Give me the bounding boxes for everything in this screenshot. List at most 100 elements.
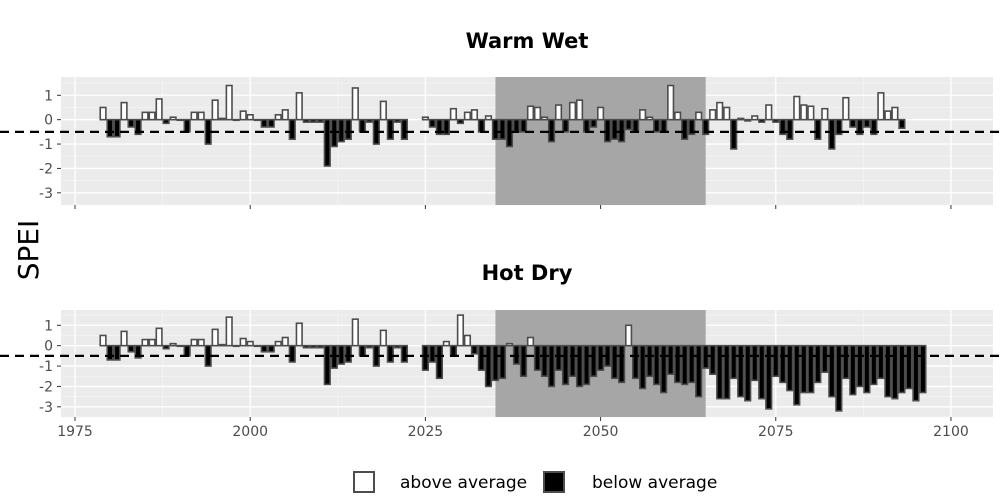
bar-above — [141, 338, 149, 347]
bar-above — [99, 334, 107, 347]
bar-below — [421, 344, 429, 371]
bar-below — [730, 118, 738, 150]
bar-below — [127, 118, 135, 128]
bar-below — [358, 118, 366, 133]
bar-above — [211, 328, 219, 347]
bar-above — [141, 111, 149, 121]
bar-below — [337, 118, 345, 143]
bar-below — [477, 118, 486, 133]
bar-above — [505, 342, 514, 347]
bar-below — [519, 118, 528, 133]
bar-below — [688, 118, 696, 136]
bar-above — [533, 106, 542, 121]
bar-above — [709, 109, 717, 121]
bar-below — [449, 344, 458, 357]
bar-below — [547, 344, 556, 388]
bar-below — [134, 344, 142, 359]
bar-below — [814, 118, 822, 140]
bar-above — [695, 111, 703, 121]
bar-below — [561, 344, 570, 386]
bar-above — [253, 344, 261, 348]
panel-title: Warm Wet — [466, 29, 589, 53]
bar-above — [197, 111, 205, 121]
bar-below — [316, 118, 324, 123]
bar-below — [512, 118, 521, 133]
bar-above — [295, 92, 303, 121]
bar-above — [568, 101, 577, 121]
bar-above — [281, 336, 289, 347]
y-tick-label: -2 — [39, 161, 53, 177]
bar-above — [484, 115, 493, 121]
bar-above — [176, 344, 184, 348]
bar-below — [849, 118, 857, 128]
bar-above — [169, 342, 177, 347]
bar-above — [225, 316, 233, 347]
bar-above — [842, 96, 850, 121]
bar-below — [589, 344, 598, 378]
panel-1: Warm Wet 1 0 -1 -2 -3 — [0, 29, 1000, 209]
bar-above — [891, 106, 899, 121]
bar-below — [660, 118, 668, 133]
bar-below — [470, 344, 479, 355]
bar-below — [688, 344, 696, 384]
bar-below — [316, 344, 324, 349]
bar-below — [765, 344, 773, 410]
bar-above — [351, 318, 359, 347]
bar-above — [554, 104, 563, 121]
bar-above — [246, 340, 254, 347]
bar-below — [344, 344, 352, 363]
bar-below — [856, 344, 864, 388]
bar-below — [365, 344, 373, 349]
bar-above — [456, 314, 465, 347]
bar-below — [540, 344, 549, 378]
bar-below — [344, 118, 352, 140]
bar-below — [358, 344, 366, 357]
bar-below — [134, 118, 142, 136]
bar-below — [582, 344, 591, 386]
bar-above — [526, 105, 535, 121]
bar-below — [856, 118, 864, 136]
bar-below — [898, 118, 906, 129]
bar-above — [800, 104, 808, 121]
bar-below — [793, 344, 801, 406]
bar-below — [821, 344, 829, 373]
bar-below — [561, 118, 570, 133]
bar-below — [162, 118, 170, 125]
bar-above — [807, 105, 815, 121]
bar-below — [849, 344, 857, 396]
bar-above — [421, 116, 429, 121]
bar-below — [772, 118, 780, 123]
bar-below — [695, 344, 703, 398]
bar-above — [190, 338, 198, 347]
bar-below — [870, 118, 878, 136]
bar-below — [309, 344, 317, 349]
bar-below — [653, 344, 661, 386]
bar-below — [653, 118, 661, 133]
bar-below — [603, 118, 612, 143]
bar-below — [393, 118, 401, 123]
bar-below — [828, 118, 836, 150]
bar-below — [491, 118, 500, 140]
bar-above — [470, 109, 479, 121]
bar-below — [519, 344, 528, 378]
bar-above — [877, 92, 885, 121]
bar-below — [800, 344, 808, 394]
bar-above — [148, 338, 156, 347]
x-tick-label: 2000 — [232, 424, 268, 440]
bar-below — [681, 344, 689, 386]
bar-below — [667, 344, 675, 375]
bar-above — [596, 106, 605, 121]
y-tick-label: 1 — [44, 318, 53, 334]
bar-below — [400, 344, 408, 363]
bar-below — [786, 118, 794, 140]
bar-below — [260, 118, 268, 128]
bar-above — [751, 115, 759, 121]
bar-below — [632, 344, 640, 380]
bar-below — [681, 118, 689, 140]
bar-above — [211, 99, 219, 121]
bar-below — [596, 344, 605, 371]
bar-below — [267, 118, 275, 128]
bar-below — [442, 118, 451, 136]
bar-below — [863, 344, 871, 394]
